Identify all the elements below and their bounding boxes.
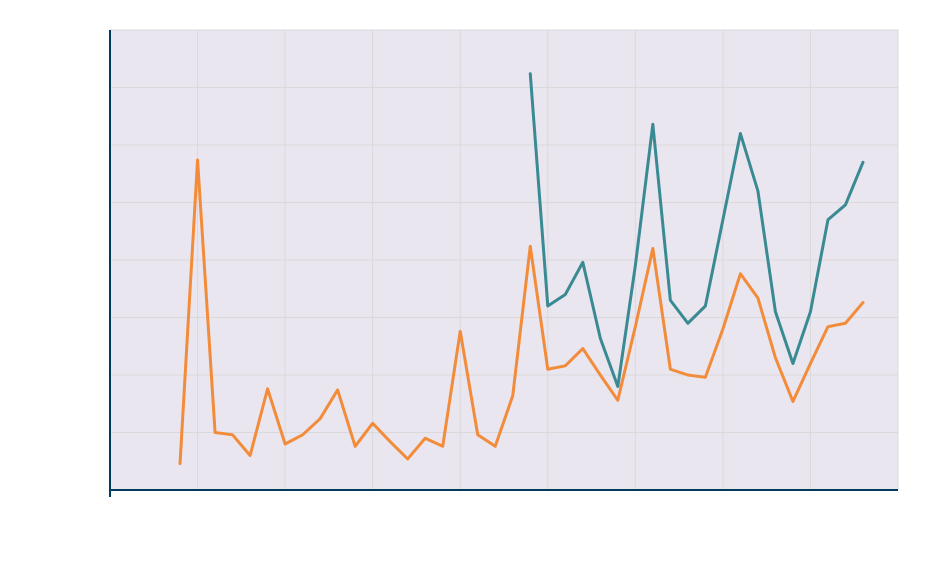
chart-svg — [0, 0, 928, 585]
death-rate-line-chart — [0, 0, 928, 585]
